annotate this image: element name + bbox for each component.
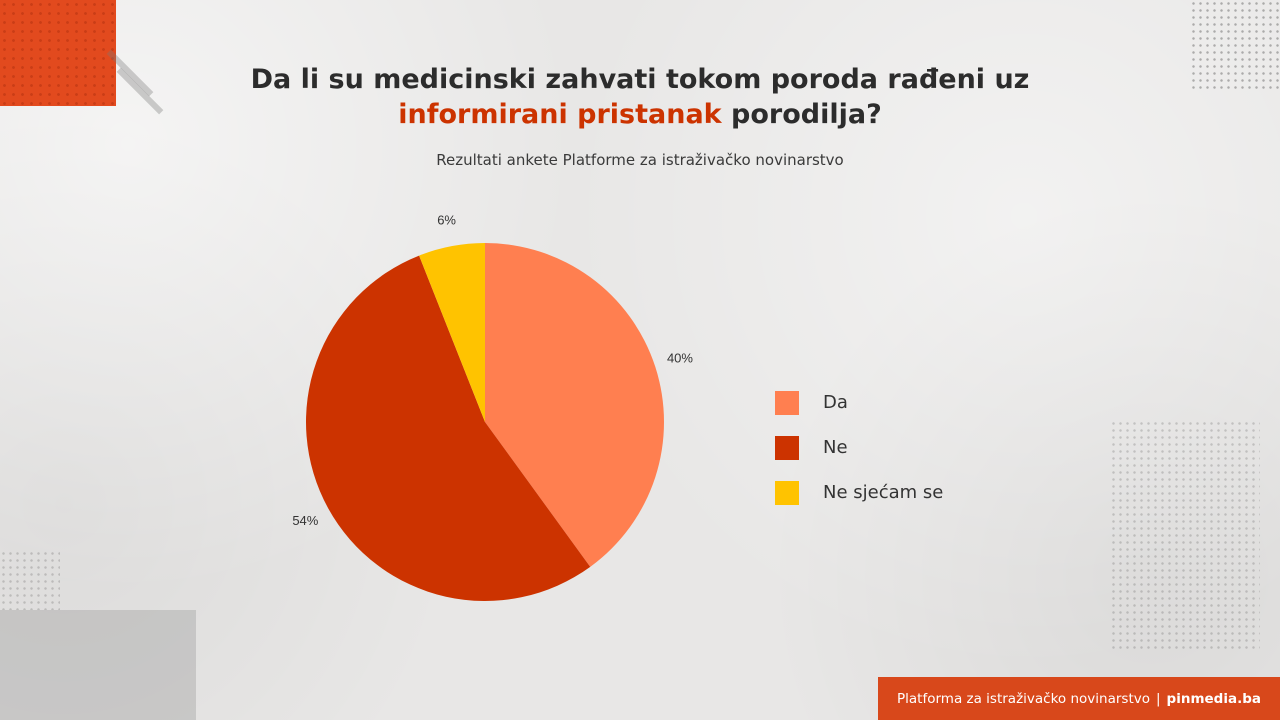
corner-dot-pattern: [0, 0, 116, 106]
chart-subtitle: Rezultati ankete Platforme za istraživač…: [436, 151, 844, 169]
legend-label: Ne: [823, 437, 848, 458]
footer-site-link[interactable]: pinmedia.ba: [1166, 690, 1261, 707]
corner-decoration: [0, 0, 116, 106]
pie-slice-da: [485, 243, 664, 567]
grunge-dots: [1190, 0, 1280, 90]
legend-item: Ne: [775, 425, 943, 470]
title-line-1: Da li su medicinski zahvati tokom poroda…: [250, 64, 1030, 95]
legend-swatch: [775, 480, 799, 505]
footer-separator: |: [1155, 690, 1161, 707]
pie-slice-ne-sjećam-se: [419, 243, 485, 422]
legend-label: Da: [823, 392, 848, 413]
grunge-dots: [0, 550, 60, 610]
chart-legend: Da Ne Ne sjećam se: [775, 380, 943, 515]
title-line-2: informirani pristanak porodilja?: [0, 97, 1280, 132]
title-highlight: informirani pristanak: [398, 99, 722, 130]
legend-swatch: [775, 435, 799, 460]
footer-org: Platforma za istraživačko novinarstvo: [897, 690, 1150, 707]
legend-item: Ne sjećam se: [775, 470, 943, 515]
legend-swatch: [775, 390, 799, 415]
pie-data-label: 54%: [292, 513, 318, 528]
chart-title: Da li su medicinski zahvati tokom poroda…: [0, 62, 1280, 132]
pie-slice-ne: [305, 255, 591, 602]
legend-item: Da: [775, 380, 943, 425]
title-rest: porodilja?: [721, 99, 882, 130]
corner-grey-block: [0, 610, 196, 720]
footer-bar: Platforma za istraživačko novinarstvo | …: [878, 677, 1280, 720]
pie-data-label: 6%: [437, 213, 456, 228]
grunge-dots: [1110, 420, 1260, 650]
pie-data-label: 40%: [667, 351, 693, 366]
legend-label: Ne sjećam se: [823, 482, 944, 503]
